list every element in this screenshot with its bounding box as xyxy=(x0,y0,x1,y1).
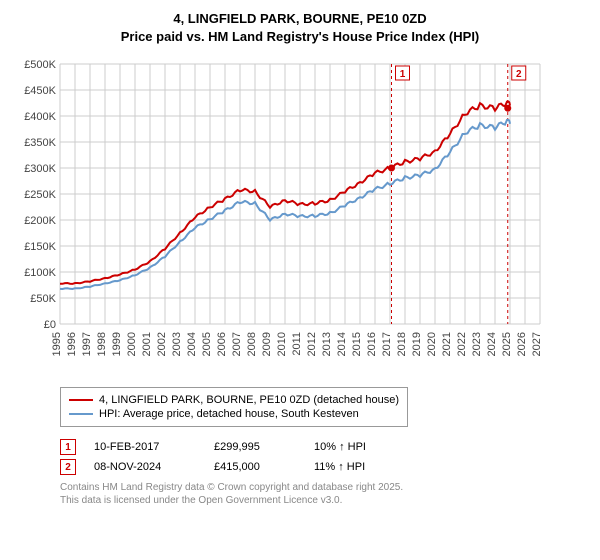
chart-area: £0 £50K £100K £150K £200K £250K £300K £350K £400… xyxy=(10,54,590,379)
svg-text:2020: 2020 xyxy=(426,332,438,356)
svg-text:£100K: £100K xyxy=(24,267,56,279)
title-line-2: Price paid vs. HM Land Registry's House … xyxy=(121,29,480,44)
svg-text:£500K: £500K xyxy=(24,59,56,71)
svg-text:2024: 2024 xyxy=(486,332,498,356)
legend-label: 4, LINGFIELD PARK, BOURNE, PE10 0ZD (det… xyxy=(99,394,399,406)
svg-text:2008: 2008 xyxy=(246,332,258,356)
legend-swatch xyxy=(69,399,93,401)
svg-text:2005: 2005 xyxy=(201,332,213,356)
svg-text:£250K: £250K xyxy=(24,189,56,201)
sale-row: 2 08-NOV-2024£415,00011% ↑ HPI xyxy=(60,459,590,475)
svg-text:2025: 2025 xyxy=(501,332,513,356)
svg-text:2000: 2000 xyxy=(126,332,138,356)
chart-title: 4, LINGFIELD PARK, BOURNE, PE10 0ZD Pric… xyxy=(10,10,590,46)
sales-table: 1 10-FEB-2017£299,99510% ↑ HPI 2 08-NOV-202… xyxy=(60,439,590,475)
svg-text:2027: 2027 xyxy=(531,332,543,356)
legend-swatch xyxy=(69,413,93,415)
svg-text:2009: 2009 xyxy=(261,332,273,356)
svg-text:£450K: £450K xyxy=(24,85,56,97)
svg-text:2010: 2010 xyxy=(276,332,288,356)
legend-item: 4, LINGFIELD PARK, BOURNE, PE10 0ZD (det… xyxy=(69,394,399,406)
svg-text:2006: 2006 xyxy=(216,332,228,356)
svg-text:2016: 2016 xyxy=(366,332,378,356)
svg-text:2019: 2019 xyxy=(411,332,423,356)
sale-marker-box: 2 xyxy=(60,459,76,475)
svg-text:1996: 1996 xyxy=(66,332,78,356)
svg-text:£50K: £50K xyxy=(30,293,56,305)
line-chart: £0 £50K £100K £150K £200K £250K £300K £350K £400… xyxy=(10,54,550,374)
svg-text:2013: 2013 xyxy=(321,332,333,356)
svg-text:2003: 2003 xyxy=(171,332,183,356)
svg-text:2026: 2026 xyxy=(516,332,528,356)
title-line-1: 4, LINGFIELD PARK, BOURNE, PE10 0ZD xyxy=(173,11,426,26)
sale-date: 10-FEB-2017 xyxy=(94,441,214,453)
footnote-line-1: Contains HM Land Registry data © Crown c… xyxy=(60,482,403,493)
sale-date: 08-NOV-2024 xyxy=(94,461,214,473)
svg-text:1998: 1998 xyxy=(96,332,108,356)
svg-text:£150K: £150K xyxy=(24,241,56,253)
svg-text:1995: 1995 xyxy=(51,332,63,356)
footnote-line-2: This data is licensed under the Open Gov… xyxy=(60,495,342,506)
svg-text:2001: 2001 xyxy=(141,332,153,356)
sale-row: 1 10-FEB-2017£299,99510% ↑ HPI xyxy=(60,439,590,455)
legend: 4, LINGFIELD PARK, BOURNE, PE10 0ZD (det… xyxy=(60,387,408,427)
svg-text:1997: 1997 xyxy=(81,332,93,356)
svg-text:£400K: £400K xyxy=(24,111,56,123)
svg-text:2004: 2004 xyxy=(186,332,198,356)
legend-item: HPI: Average price, detached house, Sout… xyxy=(69,408,399,420)
footnote: Contains HM Land Registry data © Crown c… xyxy=(60,481,590,507)
svg-text:1999: 1999 xyxy=(111,332,123,356)
svg-text:2002: 2002 xyxy=(156,332,168,356)
svg-text:2011: 2011 xyxy=(291,332,303,356)
legend-label: HPI: Average price, detached house, Sout… xyxy=(99,408,359,420)
svg-text:£0: £0 xyxy=(44,319,56,331)
svg-text:2: 2 xyxy=(516,69,522,80)
svg-text:2018: 2018 xyxy=(396,332,408,356)
svg-text:2023: 2023 xyxy=(471,332,483,356)
svg-text:2022: 2022 xyxy=(456,332,468,356)
sale-marker-box: 1 xyxy=(60,439,76,455)
sale-price: £299,995 xyxy=(214,441,314,453)
sale-hpi: 10% ↑ HPI xyxy=(314,441,414,453)
svg-text:2021: 2021 xyxy=(441,332,453,356)
sale-price: £415,000 xyxy=(214,461,314,473)
svg-text:2014: 2014 xyxy=(336,332,348,356)
svg-text:2007: 2007 xyxy=(231,332,243,356)
svg-text:£300K: £300K xyxy=(24,163,56,175)
svg-text:£350K: £350K xyxy=(24,137,56,149)
svg-text:1: 1 xyxy=(400,69,406,80)
svg-text:2017: 2017 xyxy=(381,332,393,356)
svg-text:2015: 2015 xyxy=(351,332,363,356)
svg-text:2012: 2012 xyxy=(306,332,318,356)
svg-text:£200K: £200K xyxy=(24,215,56,227)
sale-hpi: 11% ↑ HPI xyxy=(314,461,414,473)
